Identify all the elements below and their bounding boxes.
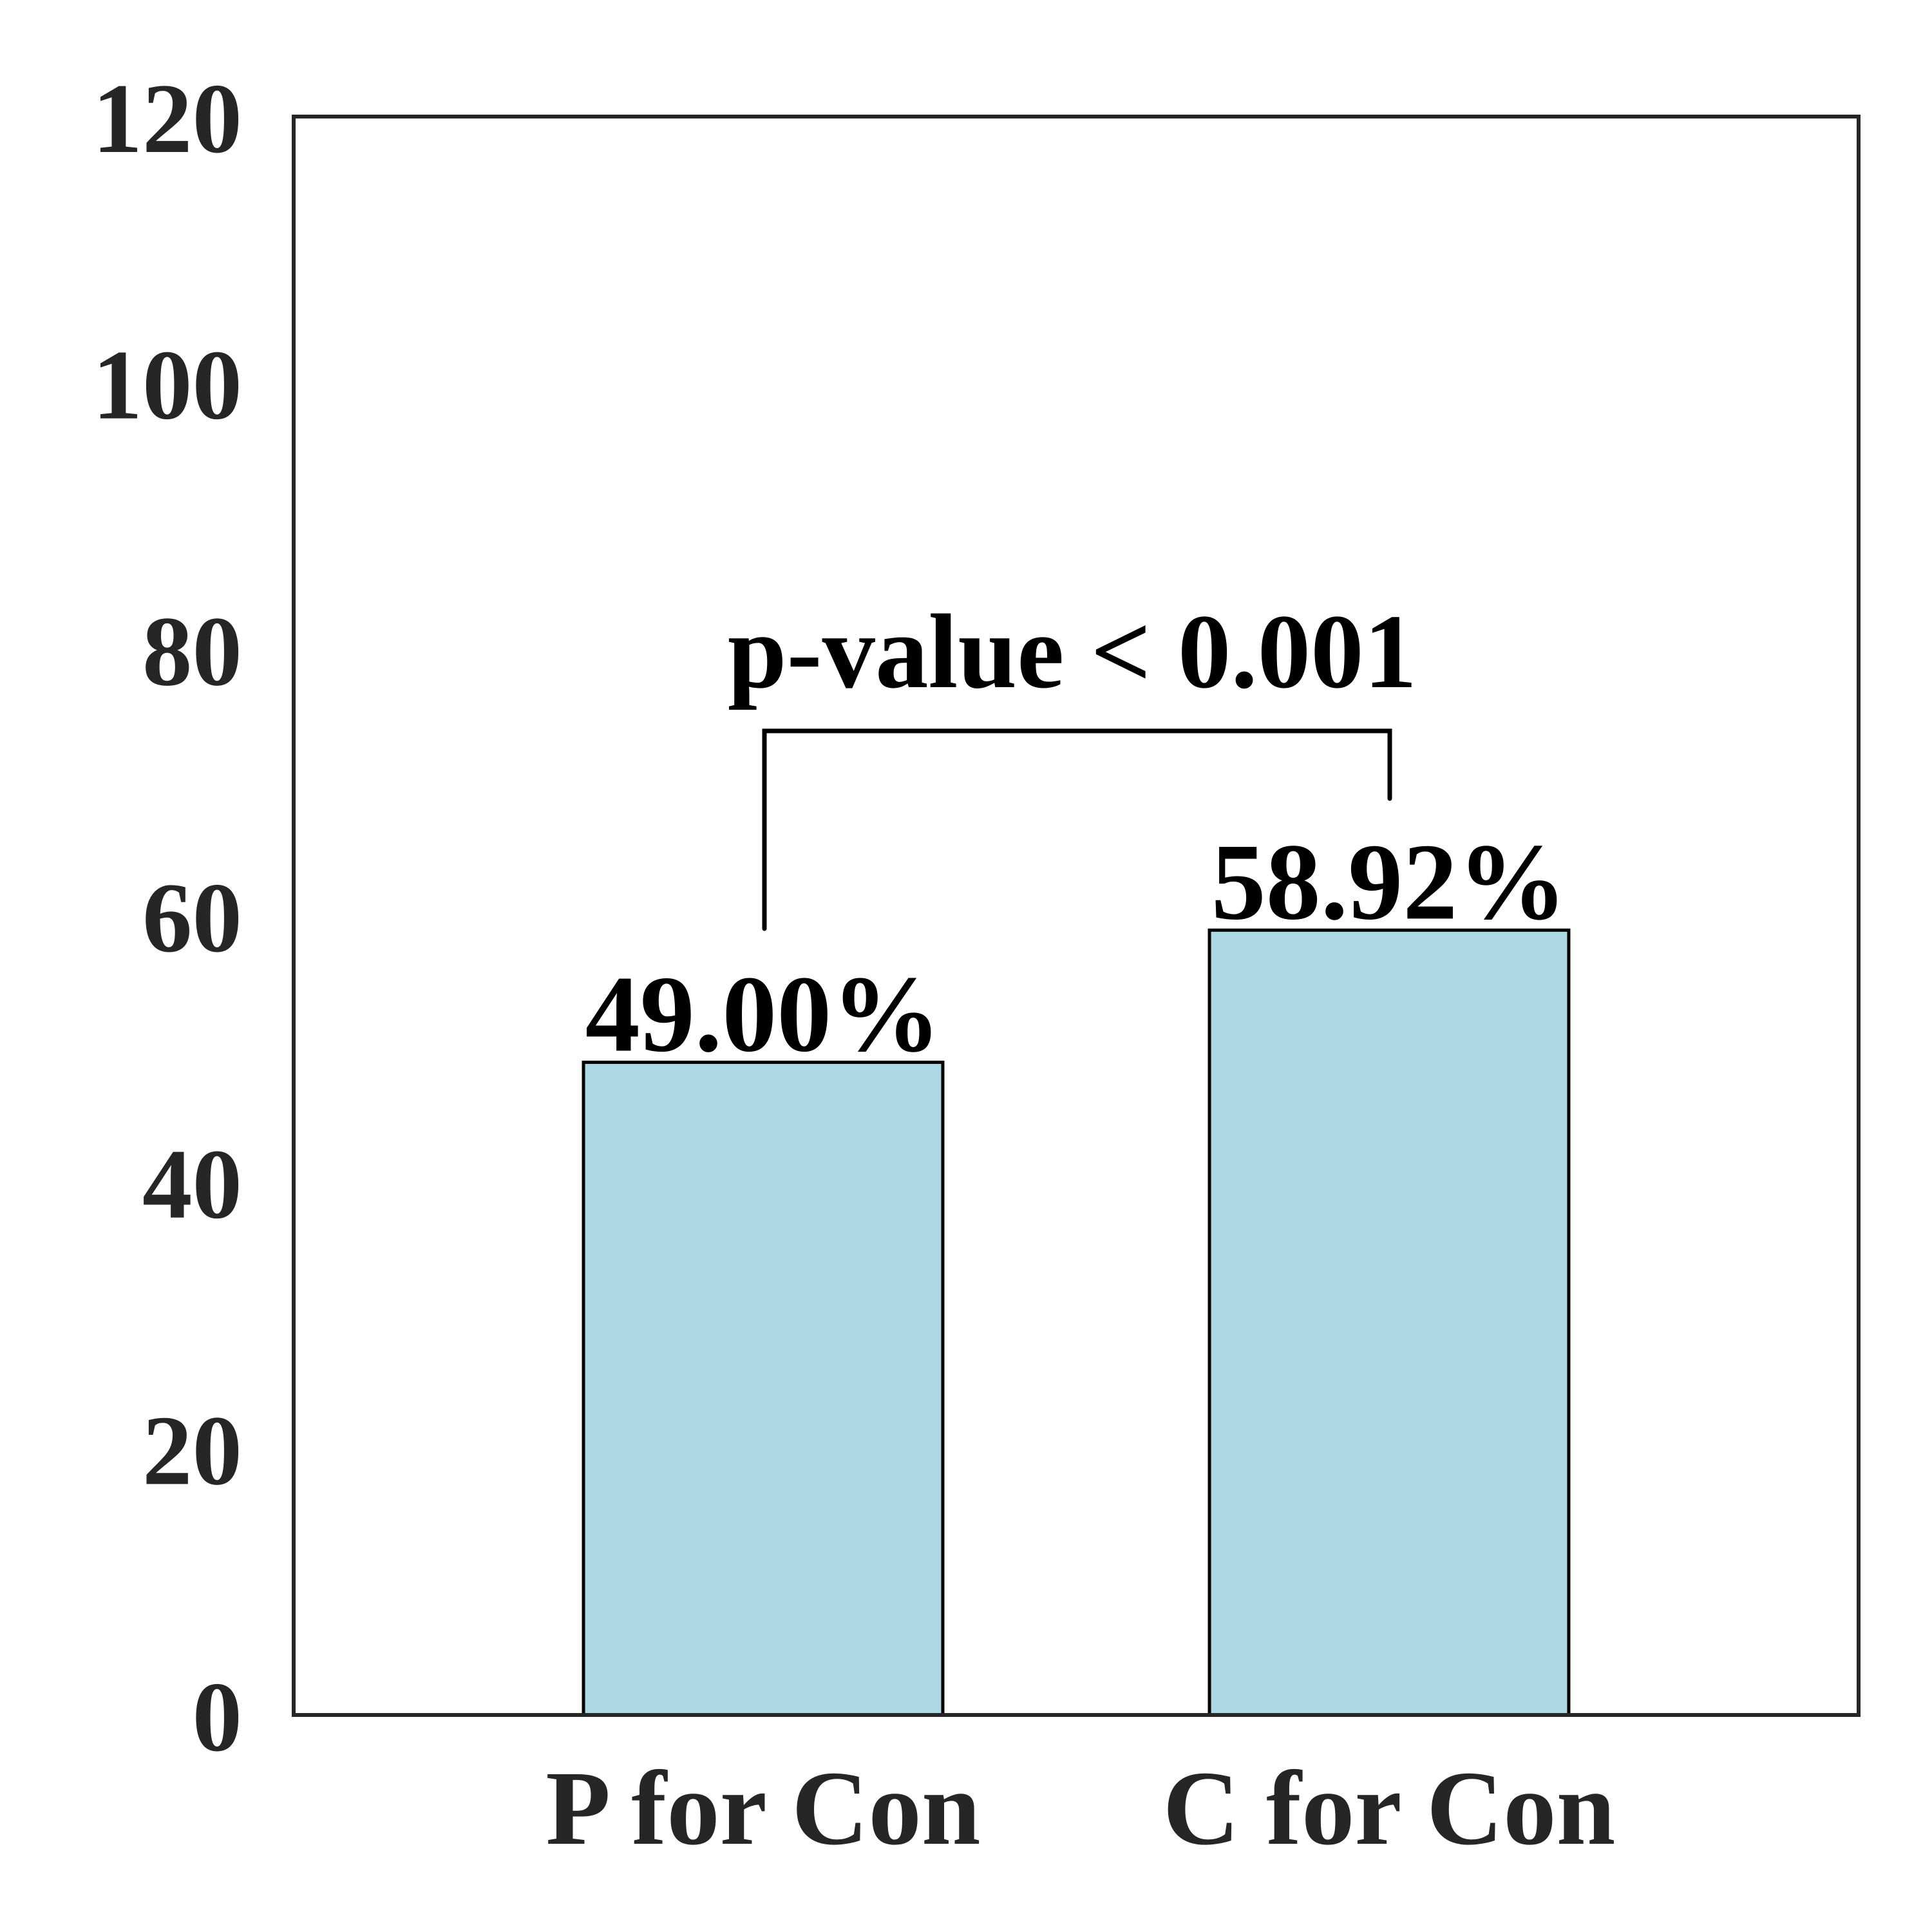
x-tick-label: P for Con	[545, 1749, 980, 1867]
y-tick-label: 80	[142, 596, 242, 706]
y-tick-label: 100	[93, 330, 243, 440]
y-tick-label: 40	[142, 1129, 242, 1240]
annotation: p-value < 0.001	[728, 592, 1417, 710]
y-tick-label: 0	[193, 1662, 243, 1772]
plot-frame	[292, 115, 1861, 1717]
y-tick-label: 20	[142, 1395, 242, 1506]
y-tick-label: 120	[93, 63, 243, 174]
y-tick-label: 60	[142, 862, 242, 973]
significance-bracket	[762, 728, 1392, 931]
value-label: 58.92%	[1211, 821, 1567, 942]
x-tick-label: C for Con	[1163, 1749, 1616, 1867]
bar	[582, 1061, 945, 1717]
bar	[1208, 928, 1571, 1717]
value-label: 49.00%	[585, 954, 942, 1075]
